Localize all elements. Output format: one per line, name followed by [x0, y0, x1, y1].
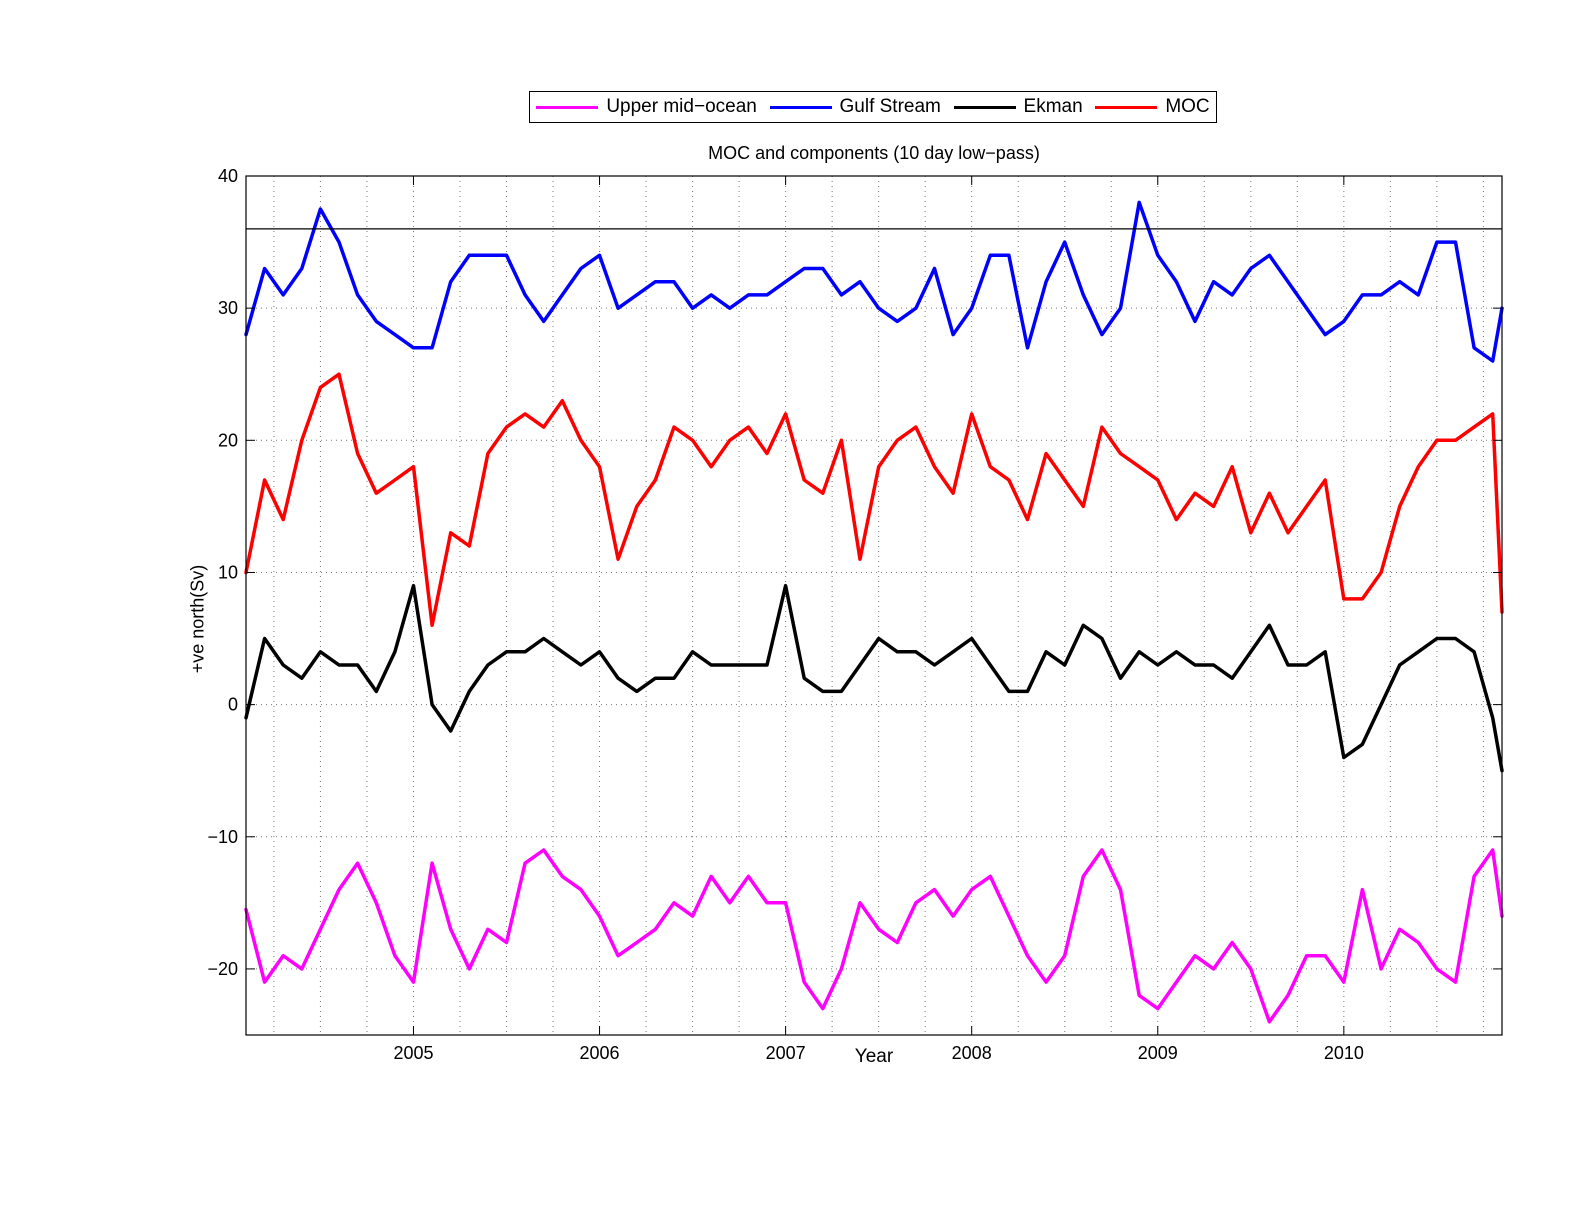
- legend-label-upper-mid-ocean: Upper mid−ocean: [606, 96, 757, 117]
- legend-swatch-gulf-stream: [769, 105, 832, 109]
- x-tick-label: 2009: [1138, 1043, 1178, 1063]
- y-tick-label: 40: [218, 166, 238, 186]
- x-tick-label: 2010: [1324, 1043, 1364, 1063]
- y-tick-label: −20: [207, 959, 238, 979]
- y-tick-label: 20: [218, 430, 238, 450]
- x-tick-label: 2005: [393, 1043, 433, 1063]
- legend-swatch-upper-mid-ocean: [536, 105, 599, 109]
- x-tick-label: 2006: [580, 1043, 620, 1063]
- y-tick-label: −10: [207, 827, 238, 847]
- legend-item-moc: MOC: [1095, 96, 1210, 118]
- series-line-ekman: [244, 583, 1504, 773]
- legend-item-ekman: Ekman: [953, 96, 1083, 118]
- legend-label-gulf-stream: Gulf Stream: [839, 96, 941, 117]
- y-tick-label: 0: [228, 695, 238, 715]
- x-tick-label: 2008: [952, 1043, 992, 1063]
- series-line-upper-mid-ocean: [244, 848, 1504, 1024]
- legend-swatch-ekman: [953, 105, 1016, 109]
- legend-label-moc: MOC: [1165, 96, 1210, 117]
- y-tick-label: 10: [218, 562, 238, 582]
- legend-swatch-moc: [1095, 105, 1158, 109]
- x-tick-label: 2007: [766, 1043, 806, 1063]
- series-line-gulf-stream: [244, 200, 1504, 363]
- x-axis-label: Year: [854, 1046, 894, 1067]
- series-layer: [244, 200, 1504, 1024]
- legend-item-upper-mid-ocean: Upper mid−ocean: [536, 96, 757, 118]
- plot-frame: [245, 175, 1503, 1036]
- series-line-moc: [244, 372, 1504, 628]
- legend: Upper mid−ocean Gulf Stream Ekman MOC: [529, 91, 1217, 123]
- legend-label-ekman: Ekman: [1023, 96, 1083, 117]
- chart-title: MOC and components (10 day low−pass): [708, 143, 1040, 163]
- legend-item-gulf-stream: Gulf Stream: [769, 96, 941, 118]
- y-axis-label: +ve north(Sv): [187, 564, 208, 674]
- y-tick-label: 30: [218, 298, 238, 318]
